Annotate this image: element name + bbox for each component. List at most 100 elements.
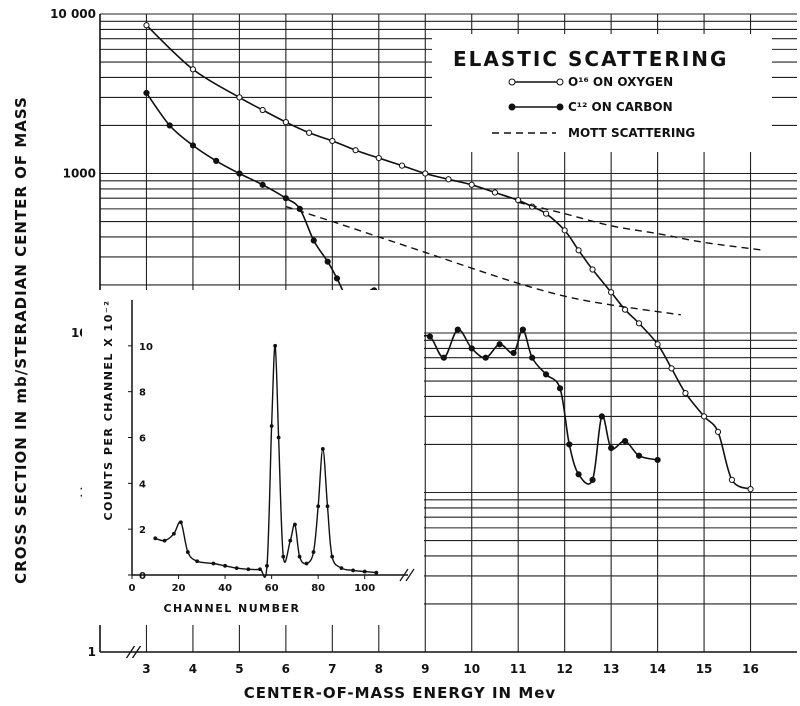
inset-data-point	[316, 504, 321, 509]
oxygen-data-point	[700, 413, 708, 420]
oxygen-data-point	[445, 176, 452, 183]
x-tick-label: 3	[142, 662, 150, 676]
inset-data-point	[276, 435, 281, 440]
x-tick-label: 9	[421, 662, 429, 676]
x-tick-label: 8	[375, 662, 383, 676]
y-tick-label: 1000	[63, 167, 96, 181]
inset-x-tick-label: 0	[129, 583, 136, 594]
oxygen-data-point	[398, 162, 406, 169]
inset-data-point	[265, 563, 269, 568]
carbon-data-point	[166, 122, 173, 129]
inset-data-point	[185, 550, 190, 554]
legend-label: C¹² ON CARBON	[568, 100, 673, 114]
carbon-data-point	[575, 471, 582, 478]
carbon-data-point	[621, 438, 629, 445]
oxygen-data-point	[468, 181, 475, 188]
inset-data-point	[153, 536, 158, 541]
inset-y-tick-label: 8	[139, 388, 146, 399]
carbon-data-point	[598, 413, 605, 420]
inset-y-tick-label: 6	[139, 434, 146, 445]
main-series	[143, 22, 765, 493]
inset-data-point	[325, 504, 330, 509]
inset-y-tick-label: 0	[139, 571, 146, 582]
inset-data-point	[293, 522, 297, 527]
inset-data-point	[273, 343, 278, 348]
carbon-data-point	[143, 89, 150, 97]
oxygen-data-point	[236, 94, 243, 101]
inset-data-point	[178, 520, 183, 525]
oxygen-data-point	[747, 486, 754, 493]
inset-x-tick-label: 60	[265, 583, 279, 594]
carbon-data-point	[519, 326, 526, 333]
inset-data-point	[246, 567, 251, 572]
x-tick-label: 16	[742, 662, 759, 676]
inset-data-point	[258, 567, 262, 572]
oxygen-data-point	[306, 129, 313, 136]
oxygen-data-point	[189, 66, 197, 73]
carbon-data-point	[608, 444, 615, 452]
inset-axis-break-mark	[399, 568, 415, 582]
carbon-data-point	[310, 237, 317, 244]
inset-data-point	[374, 570, 379, 575]
carbon-data-point	[333, 275, 341, 282]
oxygen-data-point	[561, 227, 568, 234]
inset-x-tick-label: 40	[218, 583, 232, 594]
carbon-data-point	[189, 142, 197, 149]
carbon-data-point	[324, 258, 331, 265]
carbon-data-point	[468, 345, 475, 352]
oxygen-data-point	[282, 119, 289, 126]
legend: ELASTIC SCATTERING O¹⁶ ON OXYGEN C¹² ON C…	[432, 34, 772, 152]
inset-data-point	[311, 550, 316, 554]
inset-axes: 0 20 40 60 80 100 0 2 4 6 8 10	[128, 300, 415, 594]
carbon-data-point	[440, 354, 447, 361]
oxygen-data-point	[422, 170, 429, 177]
mott-scattering-line	[285, 205, 681, 316]
legend-background	[432, 34, 772, 152]
inset-series	[153, 343, 379, 578]
oxygen-data-point	[143, 22, 150, 29]
legend-swatch-marker	[508, 78, 516, 86]
oxygen-data-point	[654, 341, 661, 348]
carbon-data-point	[654, 456, 661, 464]
carbon-data-point	[426, 333, 434, 340]
legend-swatch-marker	[556, 78, 564, 86]
inset-y-axis-title: COUNTS PER CHANNEL X 10⁻²	[102, 300, 115, 521]
inset-y-tick-label: 2	[139, 525, 146, 536]
oxygen-data-point	[608, 289, 615, 296]
inset-data-point	[223, 563, 227, 568]
carbon-data-point	[556, 385, 564, 392]
carbon-data-point	[542, 371, 550, 378]
x-tick-label: 14	[649, 662, 666, 676]
x-tick-label: 15	[696, 662, 713, 676]
oxygen-data-point	[575, 247, 582, 254]
inset-y-tick-label: 10	[139, 342, 153, 353]
x-tick-label: 4	[189, 662, 197, 676]
oxygen-data-point	[682, 389, 689, 397]
x-tick-label: 10	[463, 662, 480, 676]
inset-data-point	[339, 566, 344, 571]
inset-data-point	[269, 424, 274, 428]
carbon-data-point	[236, 170, 243, 177]
oxygen-data-point	[375, 154, 382, 162]
oxygen-data-point	[542, 210, 550, 217]
carbon-data-point	[496, 341, 503, 348]
inset-data-point	[362, 569, 367, 574]
inset-data-point	[297, 554, 302, 559]
mott-scattering-line	[518, 201, 765, 251]
legend-swatch-marker	[508, 103, 516, 111]
legend-swatch-marker	[556, 103, 564, 111]
oxygen-data-point	[714, 428, 722, 435]
oxygen-data-point	[668, 365, 675, 372]
inset-chart: 0 20 40 60 80 100 0 2 4 6 8 10	[82, 290, 424, 625]
inset-data-point	[171, 531, 176, 536]
inset-data-point	[162, 538, 167, 543]
oxygen-data-point	[589, 266, 596, 273]
x-tick-label: 12	[556, 662, 573, 676]
carbon-data-point	[589, 476, 596, 483]
inset-x-tick-label: 100	[354, 583, 375, 594]
legend-label: MOTT SCATTERING	[568, 126, 695, 140]
y-tick-label: 1	[88, 645, 96, 659]
inset-data-point	[281, 554, 286, 559]
x-tick-label: 11	[510, 662, 527, 676]
